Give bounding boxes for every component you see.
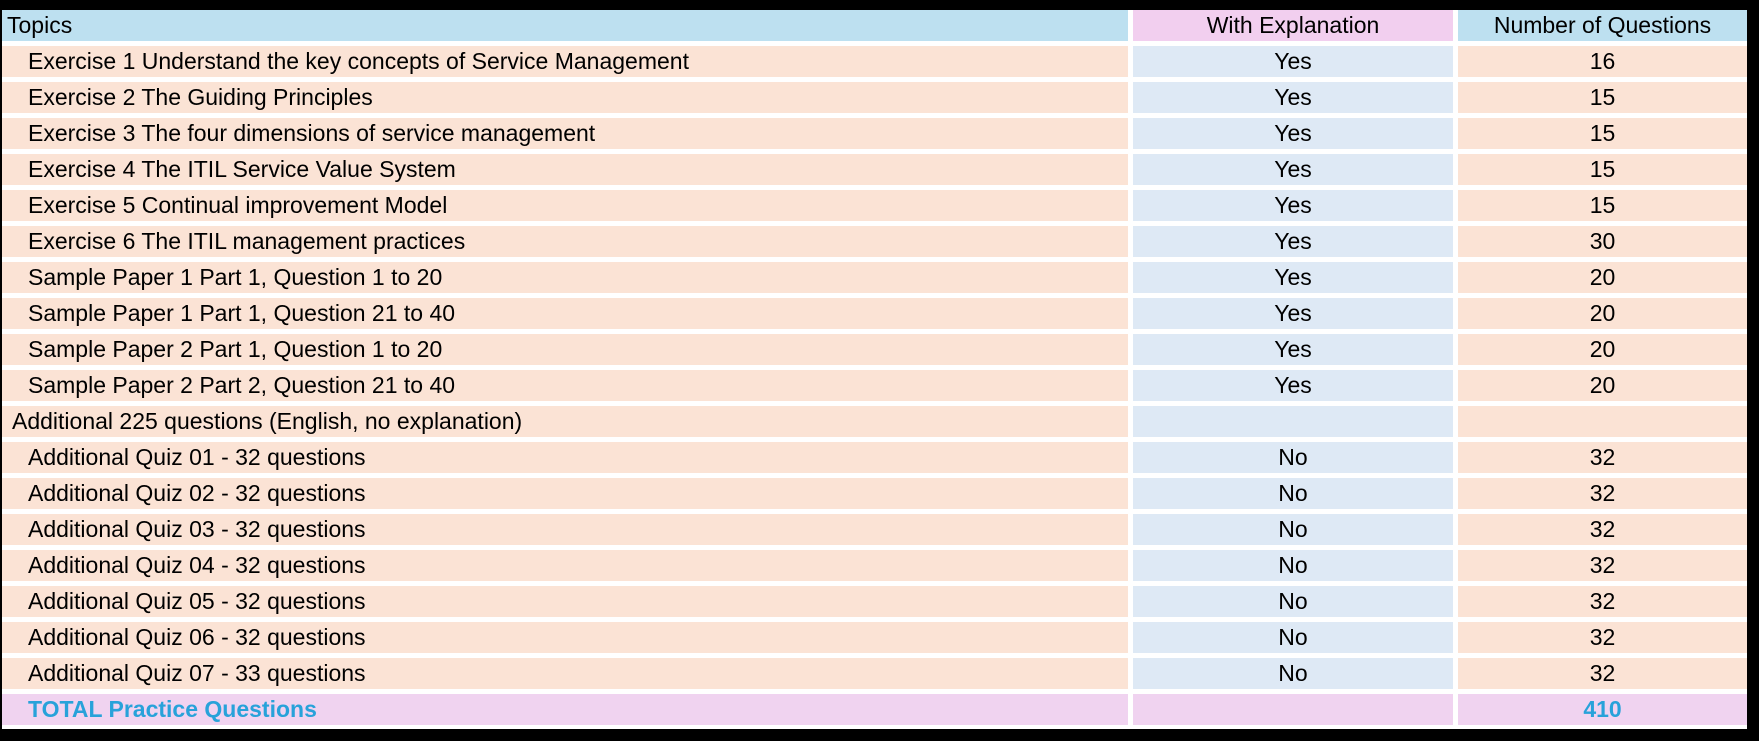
question-count-cell: 15 (1458, 154, 1747, 185)
question-count-cell: 15 (1458, 190, 1747, 221)
with-explanation-cell: No (1133, 442, 1453, 473)
with-explanation-cell: Yes (1133, 190, 1453, 221)
question-count-cell: 32 (1458, 442, 1747, 473)
question-count-cell (1458, 406, 1747, 437)
column-header-topics: Topics (2, 10, 1128, 41)
question-count-cell: 20 (1458, 334, 1747, 365)
topic-cell: Exercise 2 The Guiding Principles (2, 82, 1128, 113)
topic-cell: Sample Paper 1 Part 1, Question 21 to 40 (2, 298, 1128, 329)
with-explanation-cell: Yes (1133, 298, 1453, 329)
practice-questions-table: Topics With Explanation Number of Questi… (2, 10, 1747, 729)
topic-cell: Additional Quiz 07 - 33 questions (2, 658, 1128, 689)
topic-cell: Additional Quiz 04 - 32 questions (2, 550, 1128, 581)
with-explanation-cell: No (1133, 550, 1453, 581)
with-explanation-cell (1133, 406, 1453, 437)
with-explanation-cell: No (1133, 622, 1453, 653)
topic-cell: Exercise 6 The ITIL management practices (2, 226, 1128, 257)
with-explanation-cell: No (1133, 478, 1453, 509)
question-count-cell: 32 (1458, 586, 1747, 617)
question-count-cell: 16 (1458, 46, 1747, 77)
with-explanation-cell: Yes (1133, 82, 1453, 113)
topic-cell: Additional Quiz 02 - 32 questions (2, 478, 1128, 509)
question-count-cell: 32 (1458, 658, 1747, 689)
with-explanation-cell: Yes (1133, 370, 1453, 401)
with-explanation-cell: Yes (1133, 262, 1453, 293)
total-label-cell: TOTAL Practice Questions (2, 694, 1128, 725)
question-count-cell: 32 (1458, 478, 1747, 509)
topic-cell: Additional Quiz 05 - 32 questions (2, 586, 1128, 617)
column-header-with-explanation: With Explanation (1133, 10, 1453, 41)
topic-cell: Sample Paper 2 Part 1, Question 1 to 20 (2, 334, 1128, 365)
column-header-number-of-questions: Number of Questions (1458, 10, 1747, 41)
question-count-cell: 20 (1458, 370, 1747, 401)
topic-cell: Additional Quiz 03 - 32 questions (2, 514, 1128, 545)
with-explanation-cell (1133, 694, 1453, 725)
topic-cell: Additional Quiz 01 - 32 questions (2, 442, 1128, 473)
topic-cell: Sample Paper 1 Part 1, Question 1 to 20 (2, 262, 1128, 293)
total-questions-cell: 410 (1458, 694, 1747, 725)
topic-cell: Additional 225 questions (English, no ex… (2, 406, 1128, 437)
with-explanation-cell: No (1133, 586, 1453, 617)
with-explanation-cell: Yes (1133, 154, 1453, 185)
with-explanation-cell: Yes (1133, 118, 1453, 149)
question-count-cell: 15 (1458, 118, 1747, 149)
question-count-cell: 15 (1458, 82, 1747, 113)
topic-cell: Sample Paper 2 Part 2, Question 21 to 40 (2, 370, 1128, 401)
with-explanation-cell: Yes (1133, 46, 1453, 77)
question-count-cell: 30 (1458, 226, 1747, 257)
with-explanation-cell: Yes (1133, 226, 1453, 257)
with-explanation-cell: No (1133, 658, 1453, 689)
with-explanation-cell: Yes (1133, 334, 1453, 365)
question-count-cell: 20 (1458, 298, 1747, 329)
topic-cell: Additional Quiz 06 - 32 questions (2, 622, 1128, 653)
with-explanation-cell: No (1133, 514, 1453, 545)
question-count-cell: 32 (1458, 622, 1747, 653)
topic-cell: Exercise 1 Understand the key concepts o… (2, 46, 1128, 77)
topic-cell: Exercise 4 The ITIL Service Value System (2, 154, 1128, 185)
topic-cell: Exercise 3 The four dimensions of servic… (2, 118, 1128, 149)
topic-cell: Exercise 5 Continual improvement Model (2, 190, 1128, 221)
question-count-cell: 32 (1458, 550, 1747, 581)
question-count-cell: 32 (1458, 514, 1747, 545)
question-count-cell: 20 (1458, 262, 1747, 293)
